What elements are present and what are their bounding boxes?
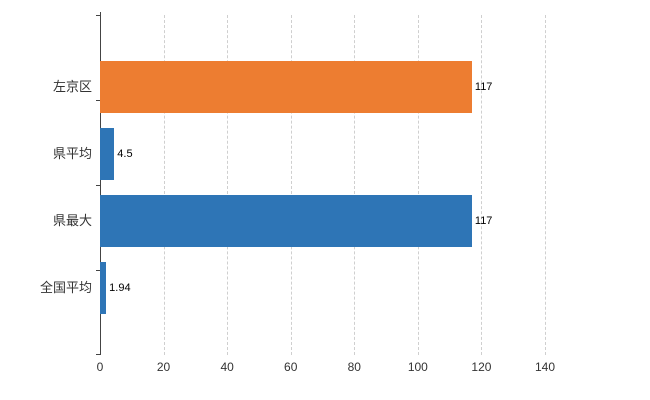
gridline <box>481 15 483 355</box>
gridline <box>354 15 356 355</box>
y-axis-line <box>100 12 101 355</box>
bar-value-label: 1.94 <box>109 282 131 294</box>
x-axis-tick-label: 20 <box>156 360 171 374</box>
bar-row: 117 <box>100 195 545 247</box>
bar-prefecture-max <box>100 195 472 247</box>
gridline <box>163 15 165 355</box>
bar-value-label: 4.5 <box>117 148 133 160</box>
y-axis-tick <box>96 15 100 16</box>
bar-sakyoku <box>100 61 472 113</box>
x-axis-tick-label: 60 <box>284 360 298 374</box>
bar-row: 1.94 <box>100 262 545 314</box>
y-axis-tick <box>96 354 100 355</box>
gridline <box>417 15 419 355</box>
x-axis-tick-label: 80 <box>347 360 361 374</box>
x-axis-tick-label: 0 <box>96 360 104 374</box>
bar-national-average <box>100 262 107 314</box>
x-axis-tick-labels: 0 20 40 60 80 100 120 140 <box>96 360 555 378</box>
bar-prefecture-average <box>100 128 115 180</box>
x-axis-tick-label: 120 <box>471 360 492 374</box>
bar-row: 4.5 <box>100 128 545 180</box>
y-axis-tick <box>96 270 100 271</box>
category-label: 県最大 <box>52 213 92 228</box>
gridline <box>227 15 229 355</box>
bar-value-label: 117 <box>474 215 493 227</box>
bar-row: 117 <box>100 61 545 113</box>
gridline <box>545 15 546 355</box>
category-label: 左京区 <box>52 79 92 94</box>
x-axis-tick-label: 40 <box>220 360 234 374</box>
gridlines <box>100 15 546 355</box>
category-label: 全国平均 <box>39 280 92 295</box>
category-label: 県平均 <box>52 146 92 161</box>
y-axis-tick <box>96 100 100 101</box>
x-axis-tick-label: 140 <box>534 360 556 374</box>
plot-area: 117 4.5 117 1.94 <box>100 15 546 355</box>
bar-value-label: 117 <box>474 81 493 93</box>
x-axis-tick-label: 100 <box>407 360 428 374</box>
gridline <box>290 15 292 355</box>
y-axis-tick <box>96 185 100 186</box>
